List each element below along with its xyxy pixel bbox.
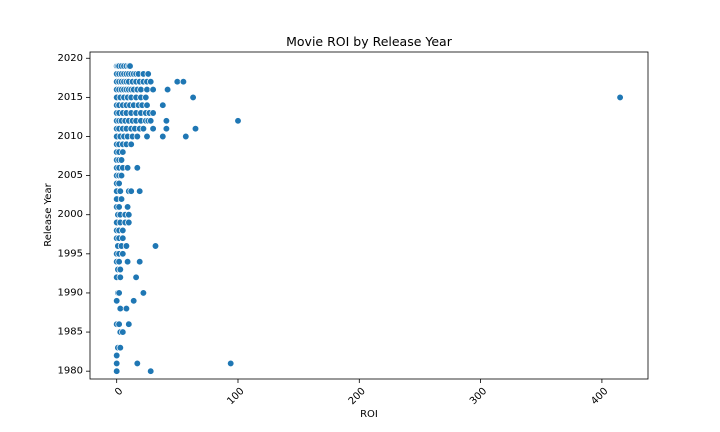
- data-point: [136, 187, 144, 195]
- data-point: [159, 132, 167, 141]
- data-point: [122, 242, 131, 250]
- data-point: [115, 320, 123, 328]
- data-point: [162, 117, 171, 125]
- data-point: [115, 179, 123, 188]
- data-point: [122, 304, 131, 313]
- data-point: [116, 344, 124, 352]
- chart-title: Movie ROI by Release Year: [286, 34, 453, 49]
- x-axis-label: ROI: [360, 409, 378, 420]
- data-point: [182, 132, 190, 141]
- y-axis-label: Release Year: [43, 182, 54, 246]
- data-point: [159, 101, 167, 109]
- data-point: [234, 117, 242, 125]
- data-point: [143, 132, 151, 141]
- plot-frame: [89, 51, 649, 380]
- data-point: [147, 78, 155, 86]
- data-point: [227, 359, 235, 368]
- data-point: [126, 62, 134, 70]
- data-point: [144, 70, 152, 78]
- data-point: [139, 289, 148, 297]
- data-point: [116, 304, 124, 313]
- y-tick-label: 1980: [58, 366, 83, 377]
- data-point: [136, 258, 144, 266]
- data-point: [143, 85, 151, 94]
- data-point: [123, 258, 132, 266]
- data-point: [115, 258, 123, 266]
- data-point: [191, 125, 200, 133]
- data-point: [116, 187, 124, 195]
- x-tick-label: 300: [468, 386, 489, 407]
- data-point: [132, 273, 140, 281]
- x-tick-label: 100: [225, 386, 246, 407]
- x-axis-ticks: 0 100 200 300 400: [113, 379, 611, 407]
- data-point: [123, 164, 132, 172]
- y-tick-label: 2015: [58, 92, 83, 103]
- data-point: [125, 320, 133, 328]
- y-tick-label: 2020: [58, 53, 83, 64]
- data-point: [133, 132, 141, 141]
- data-point: [113, 367, 121, 375]
- data-point: [139, 125, 148, 133]
- data-point: [163, 85, 172, 94]
- data-point: [179, 78, 188, 86]
- data-point: [119, 226, 127, 235]
- data-point: [115, 289, 123, 297]
- data-point: [119, 148, 127, 156]
- data-point: [173, 78, 181, 86]
- y-tick-label: 2005: [58, 170, 83, 181]
- data-point: [113, 351, 121, 360]
- data-point: [119, 234, 127, 242]
- y-tick-label: 1990: [58, 287, 83, 298]
- y-tick-label: 1985: [58, 327, 83, 338]
- data-point: [127, 187, 135, 195]
- data-point: [143, 101, 151, 109]
- data-point: [133, 164, 141, 172]
- y-tick-label: 1995: [58, 248, 83, 259]
- data-point: [125, 211, 133, 219]
- data-point: [113, 359, 121, 368]
- x-tick-label: 0: [113, 386, 125, 398]
- data-point: [147, 117, 155, 125]
- data-point: [162, 125, 171, 133]
- y-axis-ticks: 1980 1985 1990 1995 2000 2005 2010 2015 2020: [58, 53, 90, 377]
- data-point: [142, 93, 150, 102]
- data-point: [125, 218, 133, 227]
- data-point: [117, 195, 126, 203]
- data-point: [115, 203, 123, 211]
- data-point: [149, 125, 157, 133]
- data-point: [119, 328, 127, 336]
- y-tick-label: 2010: [58, 131, 83, 142]
- data-point: [137, 85, 145, 94]
- data-point: [130, 297, 138, 305]
- data-points: [113, 62, 624, 375]
- data-point: [119, 250, 127, 258]
- data-point: [123, 203, 132, 211]
- data-point: [189, 93, 197, 102]
- data-point: [149, 85, 157, 94]
- data-point: [116, 273, 124, 281]
- data-point: [616, 93, 624, 102]
- data-point: [133, 359, 141, 368]
- data-point: [147, 367, 155, 375]
- y-tick-label: 2000: [58, 209, 83, 220]
- data-point: [117, 171, 126, 180]
- data-point: [113, 297, 121, 305]
- data-point: [117, 156, 126, 164]
- x-tick-label: 400: [589, 386, 610, 407]
- data-point: [151, 242, 160, 250]
- data-point: [127, 140, 135, 148]
- data-point: [149, 109, 157, 117]
- x-tick-label: 200: [347, 386, 368, 407]
- data-point: [116, 265, 124, 274]
